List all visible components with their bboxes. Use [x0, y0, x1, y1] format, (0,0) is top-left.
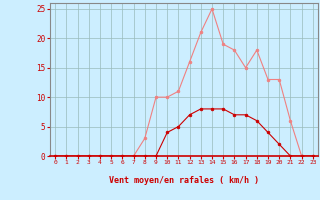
X-axis label: Vent moyen/en rafales ( km/h ): Vent moyen/en rafales ( km/h ) [109, 176, 259, 185]
